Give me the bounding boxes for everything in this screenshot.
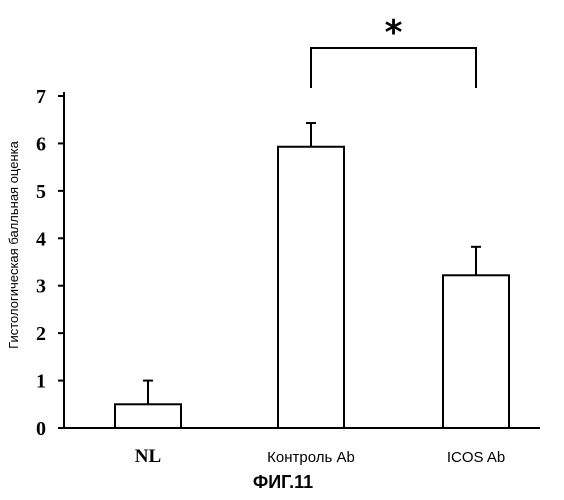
figure-caption: ФИГ.11: [253, 472, 313, 492]
bar: [443, 275, 509, 428]
significance-bracket: [311, 48, 476, 88]
significance-annotation: *: [311, 13, 476, 88]
y-tick-label: 6: [36, 133, 46, 155]
bar: [115, 404, 181, 428]
y-tick-labels: 0 1 2 3 4 5 6 7: [36, 86, 46, 440]
y-axis-label: Гистологическая балльная оценка: [6, 140, 21, 348]
y-tick-label: 7: [36, 86, 46, 108]
y-tick-label: 4: [36, 228, 46, 250]
bar: [278, 147, 344, 428]
y-tick-label: 1: [36, 371, 46, 393]
y-tick-label: 3: [36, 276, 46, 298]
y-tick-label: 2: [36, 323, 46, 345]
category-label: Контроль Ab: [267, 449, 355, 466]
y-tick-label: 5: [36, 181, 46, 203]
category-labels: NL Контроль Ab ICOS Ab: [135, 446, 505, 467]
category-label: ICOS Ab: [447, 449, 505, 466]
category-label: NL: [135, 446, 161, 467]
y-tick-label: 0: [36, 418, 46, 440]
bars: [115, 147, 509, 428]
